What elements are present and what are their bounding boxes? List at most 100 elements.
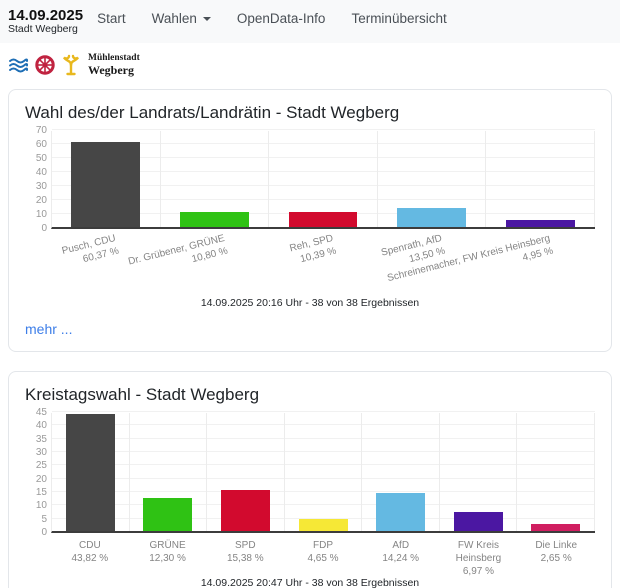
gridline — [52, 171, 595, 172]
result-status-landratswahl: 14.09.2025 20:16 Uhr - 38 von 38 Ergebni… — [200, 297, 420, 309]
brand-subtitle: Stadt Wegberg — [8, 23, 78, 36]
y-tick-label: 10 — [35, 500, 47, 512]
gridline — [52, 517, 595, 519]
gridline — [52, 477, 595, 479]
y-tick-label: 0 — [41, 527, 47, 538]
y-tick-label: 25 — [35, 460, 47, 472]
nav-item-wahlen-label: Wahlen — [151, 11, 197, 26]
bar-chart-kreistagswahl: 0 5 10 15 20 25 30 35 40 45 CDU 43,82 % GRÜNE 12,30 %… — [25, 408, 596, 577]
more-link[interactable]: mehr ... — [25, 321, 73, 337]
y-tick-label: 50 — [35, 153, 47, 164]
category-label: FW Kreis Heinsberg 6,97 % — [455, 540, 502, 577]
nav-item-start[interactable]: Start — [97, 11, 126, 26]
y-tick-label: 70 — [35, 125, 47, 136]
gridline — [52, 491, 595, 492]
x-axis-labels: CDU 43,82 % GRÜNE 12,30 % SPD 15,38 % FDP 4,65 … — [51, 533, 595, 577]
nav-item-opendata-info[interactable]: OpenData-Info — [236, 11, 326, 26]
logo-line1: Mühlenstadt — [88, 53, 140, 64]
plot-area — [51, 129, 595, 229]
waves-icon — [8, 54, 30, 76]
bar-slot — [285, 413, 363, 531]
bar-slot — [207, 413, 285, 531]
bar-slot — [130, 413, 208, 531]
category-label: CDU 43,82 % — [71, 540, 109, 564]
bar-FDP — [298, 518, 348, 531]
result-status-kreistagswahl: 14.09.2025 20:47 Uhr - 38 von 38 Ergebni… — [200, 577, 420, 588]
category-label: GRÜNE 12,30 % — [149, 540, 186, 564]
bar-slot — [440, 413, 518, 531]
y-tick-label: 45 — [35, 407, 47, 418]
bar-chart-landratswahl: 0 10 20 30 40 50 60 70 Pusch, CDU 60,37 % Dr. Grüb… — [25, 126, 595, 285]
bar-Dr. Grübener, GRÜNE — [179, 211, 249, 227]
bar-Spenrath, AfD — [397, 208, 466, 227]
nav-item-terminuebersicht[interactable]: Terminübersicht — [351, 11, 447, 26]
y-tick-label: 20 — [35, 195, 47, 206]
brand-date: 14.09.2025 — [8, 7, 84, 25]
gridline — [52, 504, 595, 506]
chart-title-kreistagswahl: Kreistagswahl - Stadt Wegberg — [25, 385, 260, 404]
gridline — [52, 157, 595, 158]
category-label: FDP 4,65 % — [307, 540, 339, 564]
y-tick-label: 30 — [35, 181, 47, 192]
card-kreistagswahl: Kreistagswahl - Stadt Wegberg 0 5 10 15 20 25… — [8, 371, 612, 588]
bar-FW Kreis Heinsberg — [453, 512, 503, 531]
category-label: SPD 15,38 % — [226, 540, 264, 564]
gridline — [52, 143, 595, 144]
chart-title-landratswahl: Wahl des/der Landrats/Landrätin - Stadt … — [25, 103, 400, 122]
mill-icon — [60, 53, 82, 77]
bar-slot — [52, 413, 130, 531]
logo-line2: Wegberg — [88, 62, 134, 77]
y-tick-label: 5 — [41, 513, 47, 525]
logo-text: Mühlenstadt Wegberg — [88, 53, 140, 76]
category-label: AfD 14,24 % — [382, 540, 420, 564]
logo-strip: Mühlenstadt Wegberg — [0, 43, 620, 87]
bar-CDU — [65, 414, 115, 531]
bar-Die Linke — [531, 523, 581, 531]
y-tick-label: 30 — [35, 447, 47, 458]
gridline — [52, 199, 595, 200]
category-label: Die Linke 2,65 % — [535, 540, 578, 564]
gridline — [52, 129, 595, 130]
plot-area — [51, 411, 596, 533]
y-axis: 0 10 20 30 40 50 60 70 — [25, 126, 51, 234]
chevron-down-icon — [202, 16, 211, 21]
y-tick-label: 10 — [35, 209, 47, 220]
category-label: Reh, SPD 10,39 % — [288, 232, 338, 266]
bar-slot — [52, 131, 161, 227]
gridline — [52, 451, 595, 452]
card-landratswahl: Wahl des/der Landrats/Landrätin - Stadt … — [8, 89, 612, 352]
top-navbar: 14.09.2025 Stadt Wegberg Start Wahlen Op… — [0, 0, 620, 43]
bar-slot — [161, 131, 270, 227]
gridline — [52, 424, 595, 426]
bar-SPD — [220, 490, 270, 531]
y-tick-label: 40 — [35, 420, 47, 432]
bar-slot — [378, 131, 487, 227]
y-axis: 0 5 10 15 20 25 30 35 40 45 — [25, 408, 51, 538]
bar-Pusch, CDU — [71, 142, 141, 227]
y-tick-label: 20 — [35, 473, 47, 485]
gridline — [52, 437, 595, 439]
gridline — [52, 464, 595, 466]
y-tick-label: 35 — [35, 433, 47, 445]
bar-Schreinemacher, FW Kreis Heinsberg — [505, 220, 575, 227]
bar-slot — [486, 131, 595, 227]
navbar-brand[interactable]: 14.09.2025 Stadt Wegberg — [8, 7, 83, 36]
category-label: Pusch, CDU 60,37 % — [61, 232, 121, 266]
y-tick-label: 15 — [35, 487, 47, 498]
bar-slot — [517, 413, 596, 531]
bar-Reh, SPD — [288, 212, 358, 227]
y-tick-label: 60 — [35, 139, 47, 150]
bar-slot — [269, 131, 378, 227]
nav-item-wahlen[interactable]: Wahlen — [152, 11, 211, 26]
x-axis-labels: Pusch, CDU 60,37 % Dr. Grübener, GRÜNE 10,8… — [51, 229, 595, 285]
nav-links: Start Wahlen OpenData-Info Terminübersic… — [97, 11, 447, 26]
main-content: Wahl des/der Landrats/Landrätin - Stadt … — [0, 89, 620, 588]
city-logo — [8, 53, 82, 77]
bar-AfD — [376, 493, 426, 531]
y-tick-label: 40 — [35, 167, 47, 178]
gridline — [52, 185, 595, 186]
y-tick-label: 0 — [41, 223, 47, 234]
bar-slot — [362, 413, 440, 531]
wheel-icon — [33, 53, 57, 77]
category-label: Dr. Grübener, GRÜNE 10,80 % — [127, 232, 229, 268]
